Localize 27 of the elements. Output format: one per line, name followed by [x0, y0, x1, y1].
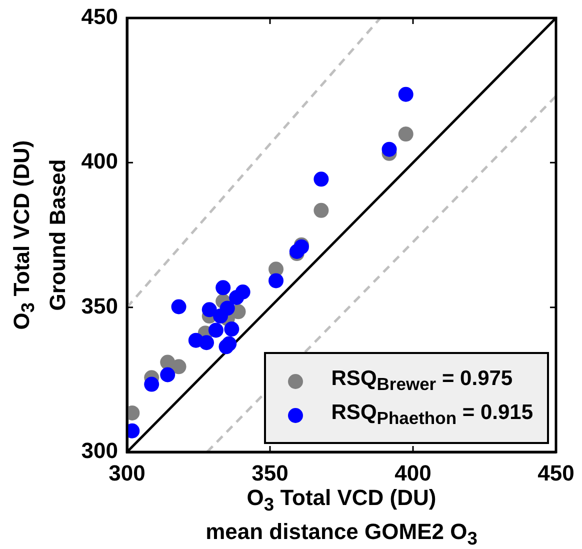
point [220, 300, 235, 316]
point [314, 202, 329, 218]
point [382, 142, 397, 157]
point [398, 126, 414, 142]
y-tick-label: 400 [81, 148, 118, 174]
y-tick-label: 450 [81, 4, 118, 30]
point [314, 172, 329, 187]
x-tick-label: 350 [252, 460, 288, 486]
point [199, 335, 214, 350]
point [171, 359, 186, 374]
point [218, 339, 234, 354]
legend-label: RSQ$_{Brewer}$ = 0.975 [331, 366, 513, 396]
point [216, 280, 231, 296]
x-tick-label: 450 [538, 460, 574, 486]
point [202, 302, 217, 318]
x-tick-label: 400 [394, 460, 432, 486]
point [268, 273, 284, 288]
point [235, 284, 250, 300]
point [398, 86, 414, 102]
x-axis-title: O$_{3}$ Total VCD (DU) mean distance GOME2 O$_{3}$ [204, 484, 478, 549]
point [208, 322, 224, 338]
legend-label: RSQ$_{Phaethon}$ = 0.915 [331, 400, 533, 430]
point [160, 367, 176, 382]
point [171, 299, 186, 314]
point [224, 322, 240, 337]
y-tick-label: 350 [81, 293, 118, 318]
point [144, 376, 160, 392]
